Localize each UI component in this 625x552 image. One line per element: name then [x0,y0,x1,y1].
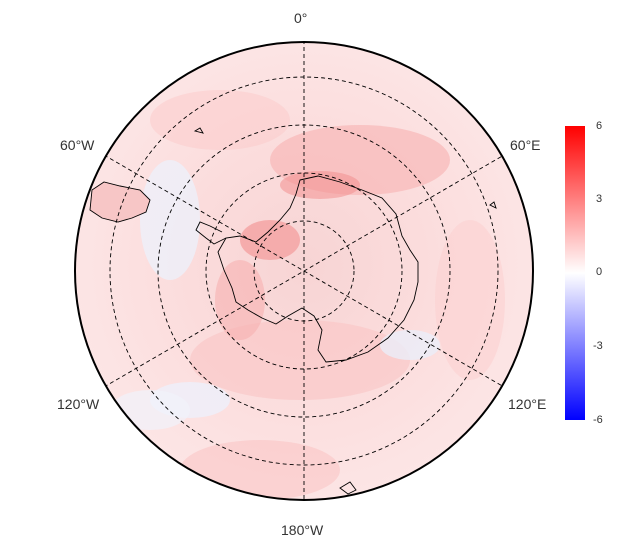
lon-label-0: 0° [294,10,308,26]
colorbar-tick-3: 3 [596,193,603,205]
graticule [103,42,505,500]
lon-label-120e: 120°E [508,396,547,412]
colorbar-tick-0: 0 [596,266,603,278]
lon-label-60e: 60°E [510,137,541,153]
colorbar-tick-neg3: -3 [593,340,603,352]
colorbar [565,126,585,420]
lon-label-180w: 180°W [281,522,324,538]
map-boundary [74,41,534,501]
lon-label-120w: 120°W [57,396,100,412]
colorbar-tick-neg6: -6 [593,414,603,426]
lon-label-60w: 60°W [60,137,95,153]
coastline [89,127,497,495]
colorbar-tick-6: 6 [596,120,603,132]
